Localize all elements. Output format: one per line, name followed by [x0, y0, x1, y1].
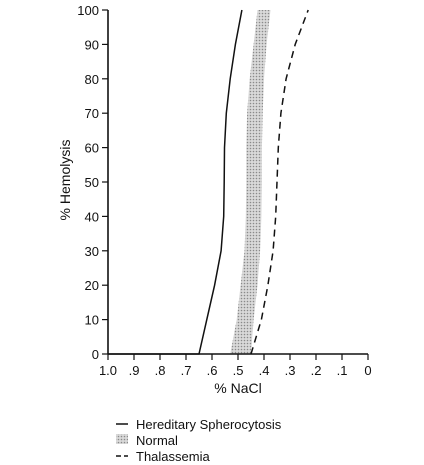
series-thalassemia-line [250, 9, 309, 355]
y-tick-label: 80 [85, 72, 99, 87]
x-tick-label: .8 [155, 363, 166, 378]
x-ticks: 1.0 .9 .8 .7 .6 .5 .4 .3 .2 .1 0 [99, 354, 372, 378]
y-tick-label: 60 [85, 141, 99, 156]
x-tick-label: .2 [311, 363, 322, 378]
y-tick-label: 40 [85, 209, 99, 224]
y-tick-label: 20 [85, 278, 99, 293]
legend-label: Thalassemia [136, 449, 210, 464]
y-tick-label: 70 [85, 106, 99, 121]
y-tick-label: 50 [85, 175, 99, 190]
x-tick-label: .4 [259, 363, 270, 378]
legend-label: Normal [136, 433, 178, 448]
y-tick-label: 0 [92, 347, 99, 362]
legend: Hereditary SpherocytosisNormalThalassemi… [116, 417, 282, 464]
x-tick-label: .7 [181, 363, 192, 378]
series-normal-band [230, 10, 271, 354]
y-axis-title: % Hemolysis [57, 140, 73, 221]
x-tick-label: .6 [207, 363, 218, 378]
y-tick-label: 100 [77, 3, 99, 18]
x-tick-label: 1.0 [99, 363, 117, 378]
x-tick-label: 0 [364, 363, 371, 378]
legend-swatch-normal [116, 434, 128, 444]
y-tick-label: 30 [85, 244, 99, 259]
y-ticks: 0 10 20 30 40 50 60 70 80 90 100 [77, 3, 108, 362]
x-tick-label: .5 [233, 363, 244, 378]
series-lines [108, 9, 309, 355]
plot-area [108, 9, 309, 355]
x-axis-title: % NaCl [214, 380, 261, 396]
y-tick-label: 90 [85, 37, 99, 52]
series-hereditary-spherocytosis-line [108, 9, 243, 355]
x-tick-label: .9 [129, 363, 140, 378]
normal-band-layer [230, 10, 271, 354]
x-tick-label: .3 [285, 363, 296, 378]
y-tick-label: 10 [85, 313, 99, 328]
x-tick-label: .1 [337, 363, 348, 378]
legend-label: Hereditary Spherocytosis [136, 417, 282, 432]
